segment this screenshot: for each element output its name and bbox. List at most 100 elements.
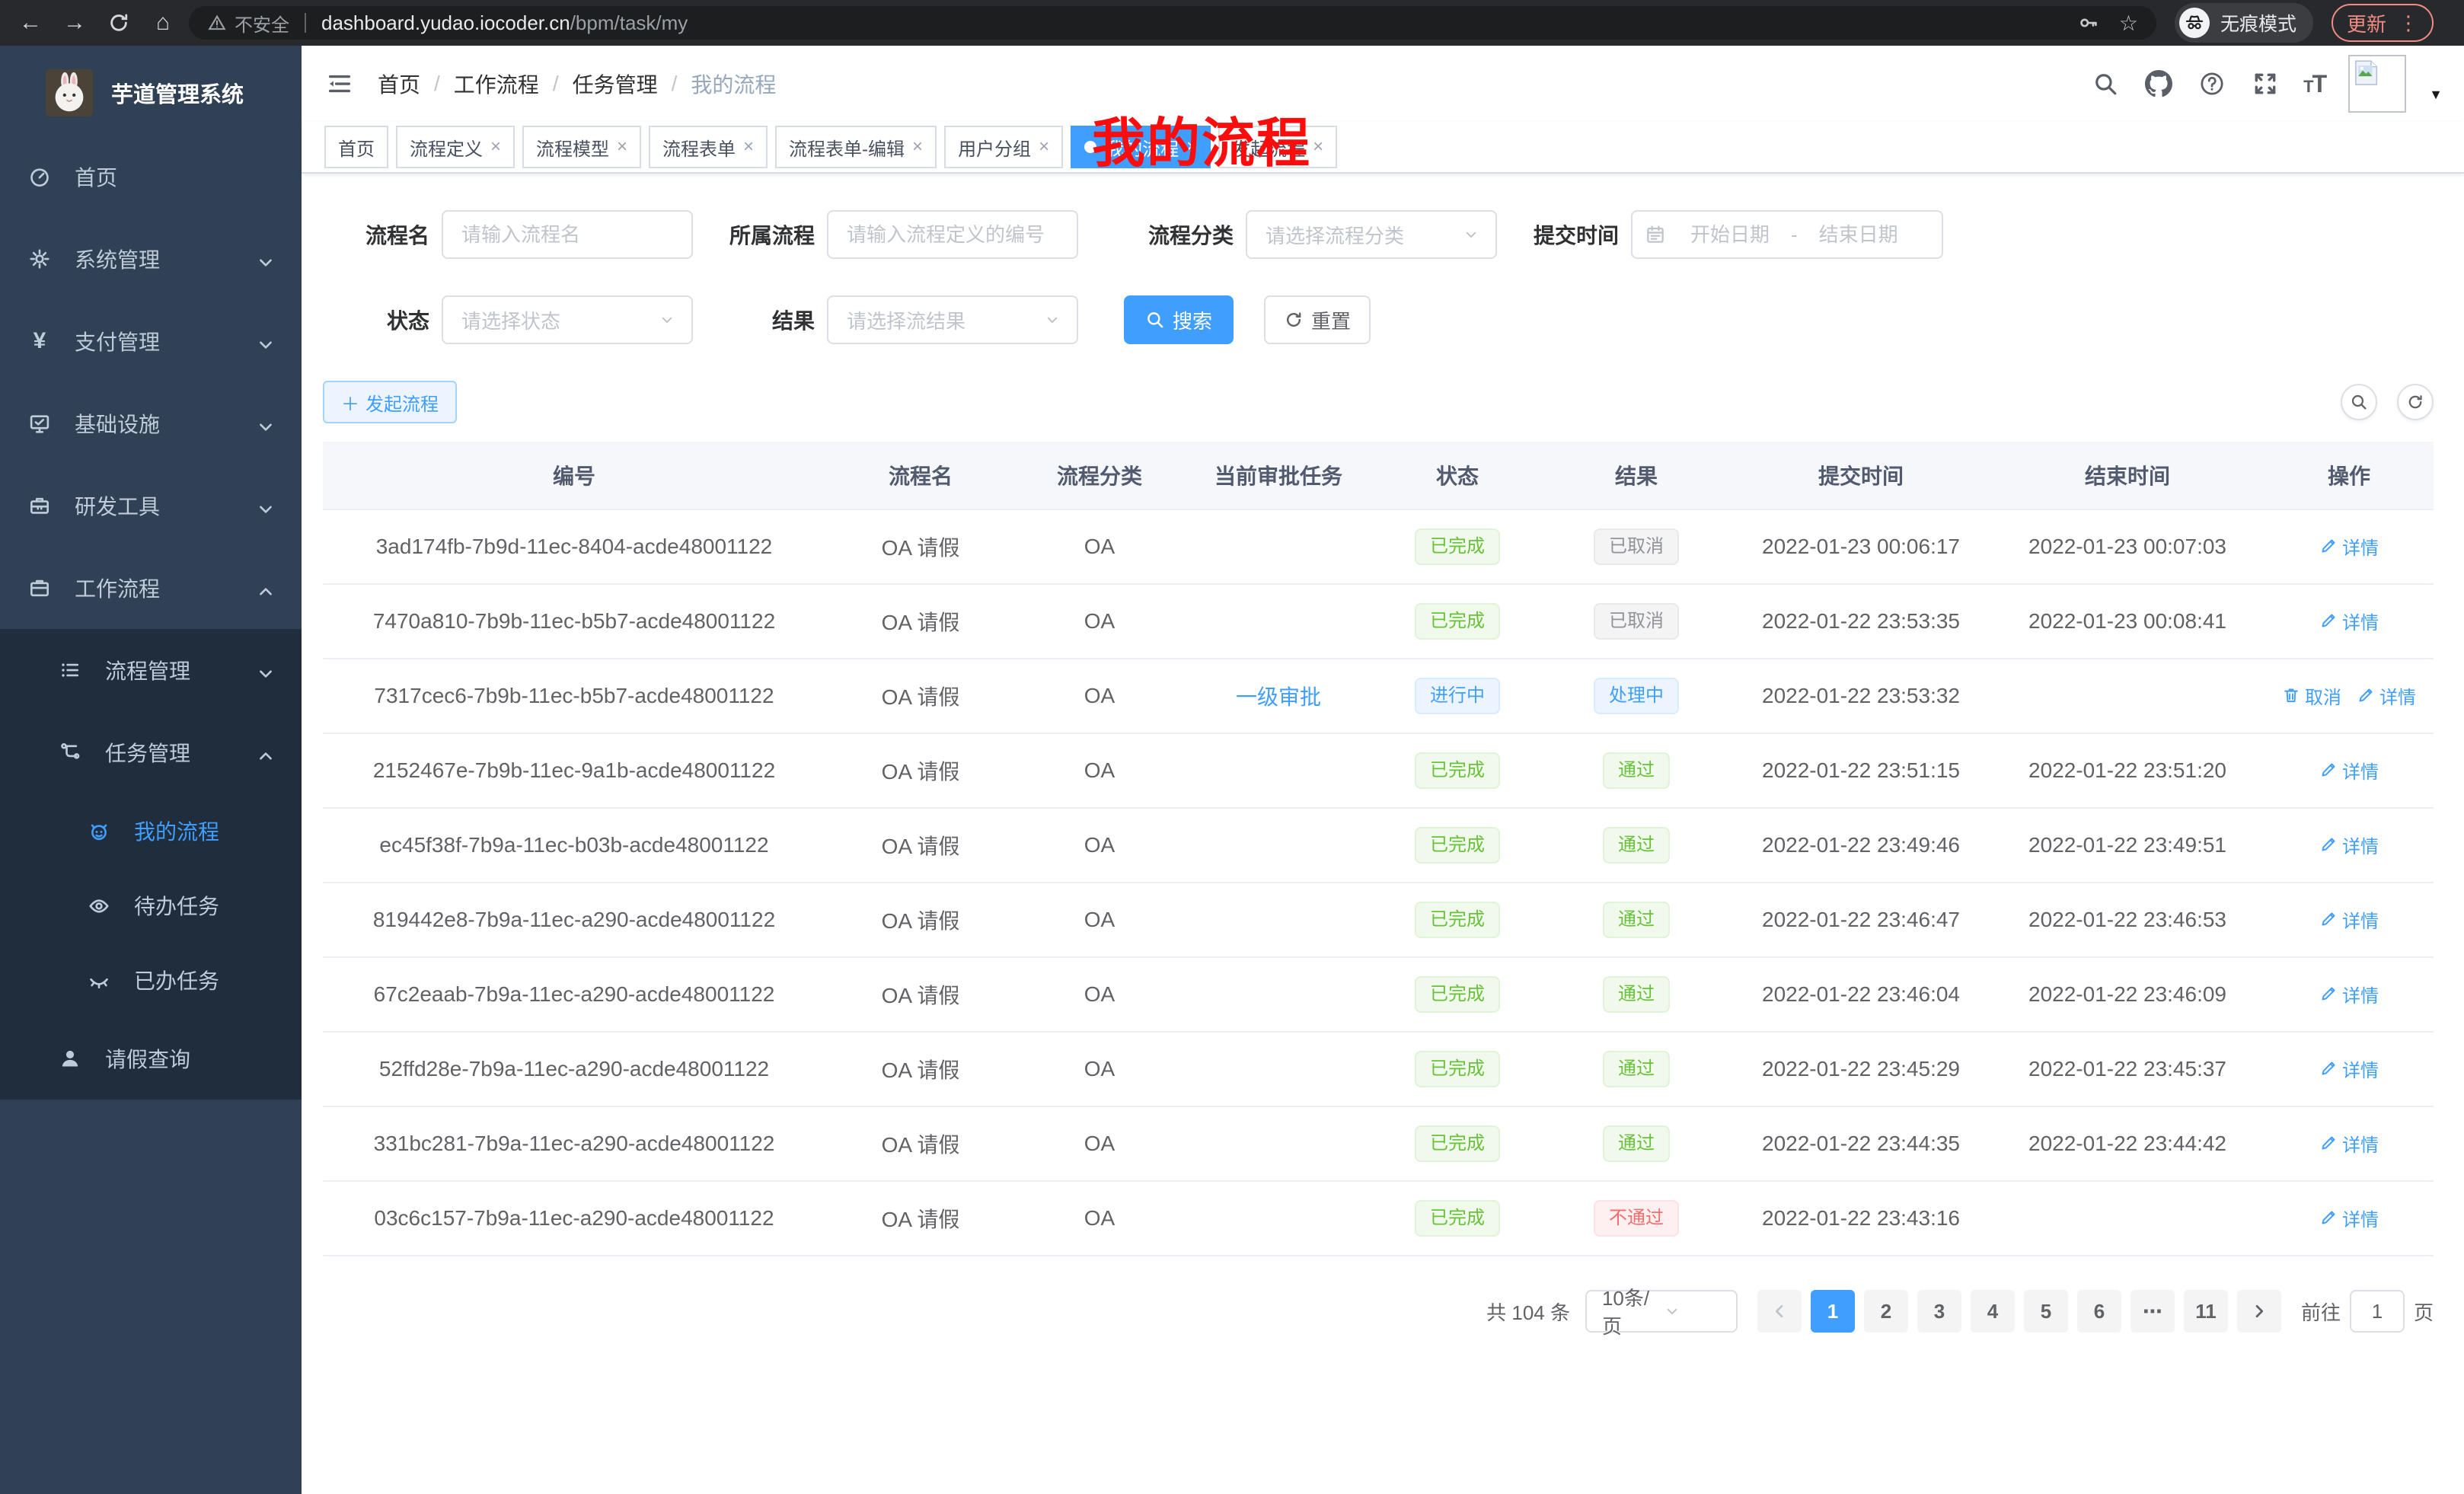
sidebar-item-infrastructure[interactable]: 基础设施 — [0, 382, 302, 464]
next-page-button[interactable] — [2236, 1290, 2281, 1333]
process-definition-input[interactable] — [827, 210, 1078, 259]
forward-button[interactable]: → — [63, 10, 86, 35]
briefcase-icon — [27, 576, 52, 599]
close-icon[interactable]: × — [1039, 136, 1050, 157]
pagination-page-6[interactable]: 6 — [2076, 1290, 2121, 1333]
tab-process-model[interactable]: 流程模型 × — [522, 126, 642, 168]
bookmark-star-icon[interactable]: ☆ — [2118, 11, 2138, 35]
chevron-up-icon — [254, 580, 277, 603]
font-size-icon[interactable]: TT — [2303, 69, 2327, 97]
sidebar-item-todo-tasks[interactable]: 待办任务 — [0, 868, 302, 943]
sidebar-item-done-tasks[interactable]: 已办任务 — [0, 943, 302, 1017]
sidebar-item-workflow[interactable]: 工作流程 — [0, 547, 302, 629]
breadcrumb-workflow[interactable]: 工作流程 — [453, 73, 539, 97]
result-select[interactable]: 请选择流结果 — [827, 295, 1078, 344]
pagination-page-1[interactable]: 1 — [1810, 1290, 1855, 1333]
cell-process-name: OA 请假 — [825, 1181, 1016, 1256]
detail-button[interactable]: 详情 — [2319, 1205, 2379, 1231]
cancel-button[interactable]: 取消 — [2282, 682, 2341, 709]
search-button[interactable]: 搜索 — [1124, 295, 1234, 344]
cell-end-time: 2022-01-22 23:44:42 — [1990, 1106, 2265, 1182]
github-icon[interactable] — [2143, 69, 2174, 99]
detail-button[interactable]: 详情 — [2319, 832, 2379, 858]
pagination-page-5[interactable]: 5 — [2023, 1290, 2068, 1333]
refresh-table-button[interactable] — [2397, 384, 2434, 420]
detail-button[interactable]: 详情 — [2319, 757, 2379, 784]
result-badge: 已取消 — [1594, 603, 1679, 640]
submit-time-range-picker[interactable]: - — [1631, 210, 1943, 259]
status-badge: 已完成 — [1415, 1051, 1500, 1087]
close-icon[interactable]: × — [1313, 136, 1324, 157]
pagination-page-11[interactable]: 11 — [2183, 1290, 2228, 1333]
category-select[interactable]: 请选择流程分类 — [1246, 210, 1497, 259]
detail-button[interactable]: 详情 — [2319, 1055, 2379, 1082]
app-logo-row[interactable]: 芋道管理系统 — [0, 46, 302, 131]
tab-start-process[interactable]: 发起流程 × — [1218, 126, 1338, 168]
process-name-input[interactable] — [442, 210, 693, 259]
tab-process-form[interactable]: 流程表单 × — [649, 126, 768, 168]
column-header: 操作 — [2265, 442, 2434, 510]
close-icon[interactable]: × — [912, 136, 924, 157]
result-badge: 通过 — [1603, 827, 1670, 864]
close-icon[interactable]: × — [743, 136, 755, 157]
tab-user-group[interactable]: 用户分组 × — [944, 126, 1064, 168]
detail-button[interactable]: 详情 — [2319, 1130, 2379, 1157]
tab-my-process[interactable]: 我的流程 × — [1071, 126, 1211, 168]
breadcrumb-task-mgmt[interactable]: 任务管理 — [572, 73, 658, 97]
toggle-search-button[interactable] — [2341, 384, 2377, 420]
detail-button[interactable]: 详情 — [2357, 682, 2416, 709]
sidebar-item-leave-query[interactable]: 请假查询 — [0, 1017, 302, 1100]
tab-home[interactable]: 首页 — [324, 126, 388, 168]
cell-submit-time: 2022-01-22 23:46:04 — [1732, 957, 1990, 1033]
detail-button[interactable]: 详情 — [2319, 608, 2379, 634]
close-icon[interactable]: × — [1186, 136, 1198, 157]
browser-menu-dots-icon[interactable]: ⋮ — [2399, 11, 2419, 34]
result-badge: 已取消 — [1594, 528, 1679, 565]
page-size-select[interactable]: 10条/页 — [1585, 1287, 1738, 1338]
sidebar-item-process-mgmt[interactable]: 流程管理 — [0, 629, 302, 711]
hamburger-icon[interactable] — [326, 70, 353, 97]
close-icon[interactable]: × — [490, 136, 502, 157]
back-button[interactable]: ← — [19, 10, 42, 35]
pagination-page-3[interactable]: 3 — [1917, 1290, 1961, 1333]
table-row: 2152467e-7b9b-11ec-9a1b-acde48001122 OA 请… — [323, 733, 2434, 809]
detail-button[interactable]: 详情 — [2319, 533, 2379, 560]
sidebar-item-my-process[interactable]: 我的流程 — [0, 793, 302, 868]
breadcrumb-home[interactable]: 首页 — [378, 73, 421, 97]
start-process-button[interactable]: ＋ 发起流程 — [323, 381, 457, 423]
avatar[interactable] — [2348, 55, 2407, 113]
sidebar-item-task-mgmt[interactable]: 任务管理 — [0, 711, 302, 793]
status-select[interactable]: 请选择状态 — [442, 295, 693, 344]
sidebar-item-system[interactable]: 系统管理 — [0, 218, 302, 300]
tab-process-form-edit[interactable]: 流程表单-编辑 × — [775, 126, 937, 168]
tab-process-definition[interactable]: 流程定义 × — [396, 126, 515, 168]
address-bar[interactable]: 不安全 dashboard.yudao.iocoder.cn/bpm/task/… — [189, 6, 2156, 40]
jump-page-input[interactable] — [2349, 1290, 2405, 1333]
end-date-input[interactable] — [1800, 221, 1917, 248]
caret-down-icon[interactable]: ▼ — [2429, 86, 2443, 102]
detail-button[interactable]: 详情 — [2319, 906, 2379, 933]
detail-button[interactable]: 详情 — [2319, 981, 2379, 1007]
reset-button[interactable]: 重置 — [1264, 295, 1371, 344]
home-button[interactable]: ⌂ — [155, 10, 171, 35]
task-link[interactable]: 一级审批 — [1235, 685, 1321, 709]
result-badge: 通过 — [1603, 752, 1670, 789]
help-icon[interactable] — [2197, 69, 2227, 99]
prev-page-button[interactable] — [1757, 1290, 1802, 1333]
sidebar-item-payment[interactable]: ¥ 支付管理 — [0, 300, 302, 382]
pagination-page-4[interactable]: 4 — [1970, 1290, 2015, 1333]
password-key-icon[interactable] — [2078, 12, 2099, 34]
pagination-ellipsis[interactable]: ⋯ — [2130, 1290, 2175, 1333]
warning-icon — [207, 13, 227, 33]
start-date-input[interactable] — [1672, 221, 1788, 248]
reload-button[interactable] — [105, 9, 132, 37]
search-icon[interactable] — [2090, 69, 2121, 99]
close-icon[interactable]: × — [617, 136, 628, 157]
update-button[interactable]: 更新 ⋮ — [2332, 4, 2434, 42]
sidebar-item-home[interactable]: 首页 — [0, 136, 302, 218]
chevron-down-icon — [254, 416, 277, 439]
pagination-page-2[interactable]: 2 — [1863, 1290, 1908, 1333]
sidebar-item-dev-tools[interactable]: 研发工具 — [0, 464, 302, 547]
fullscreen-icon[interactable] — [2250, 69, 2280, 99]
cell-operations: 详情 — [2265, 883, 2434, 958]
